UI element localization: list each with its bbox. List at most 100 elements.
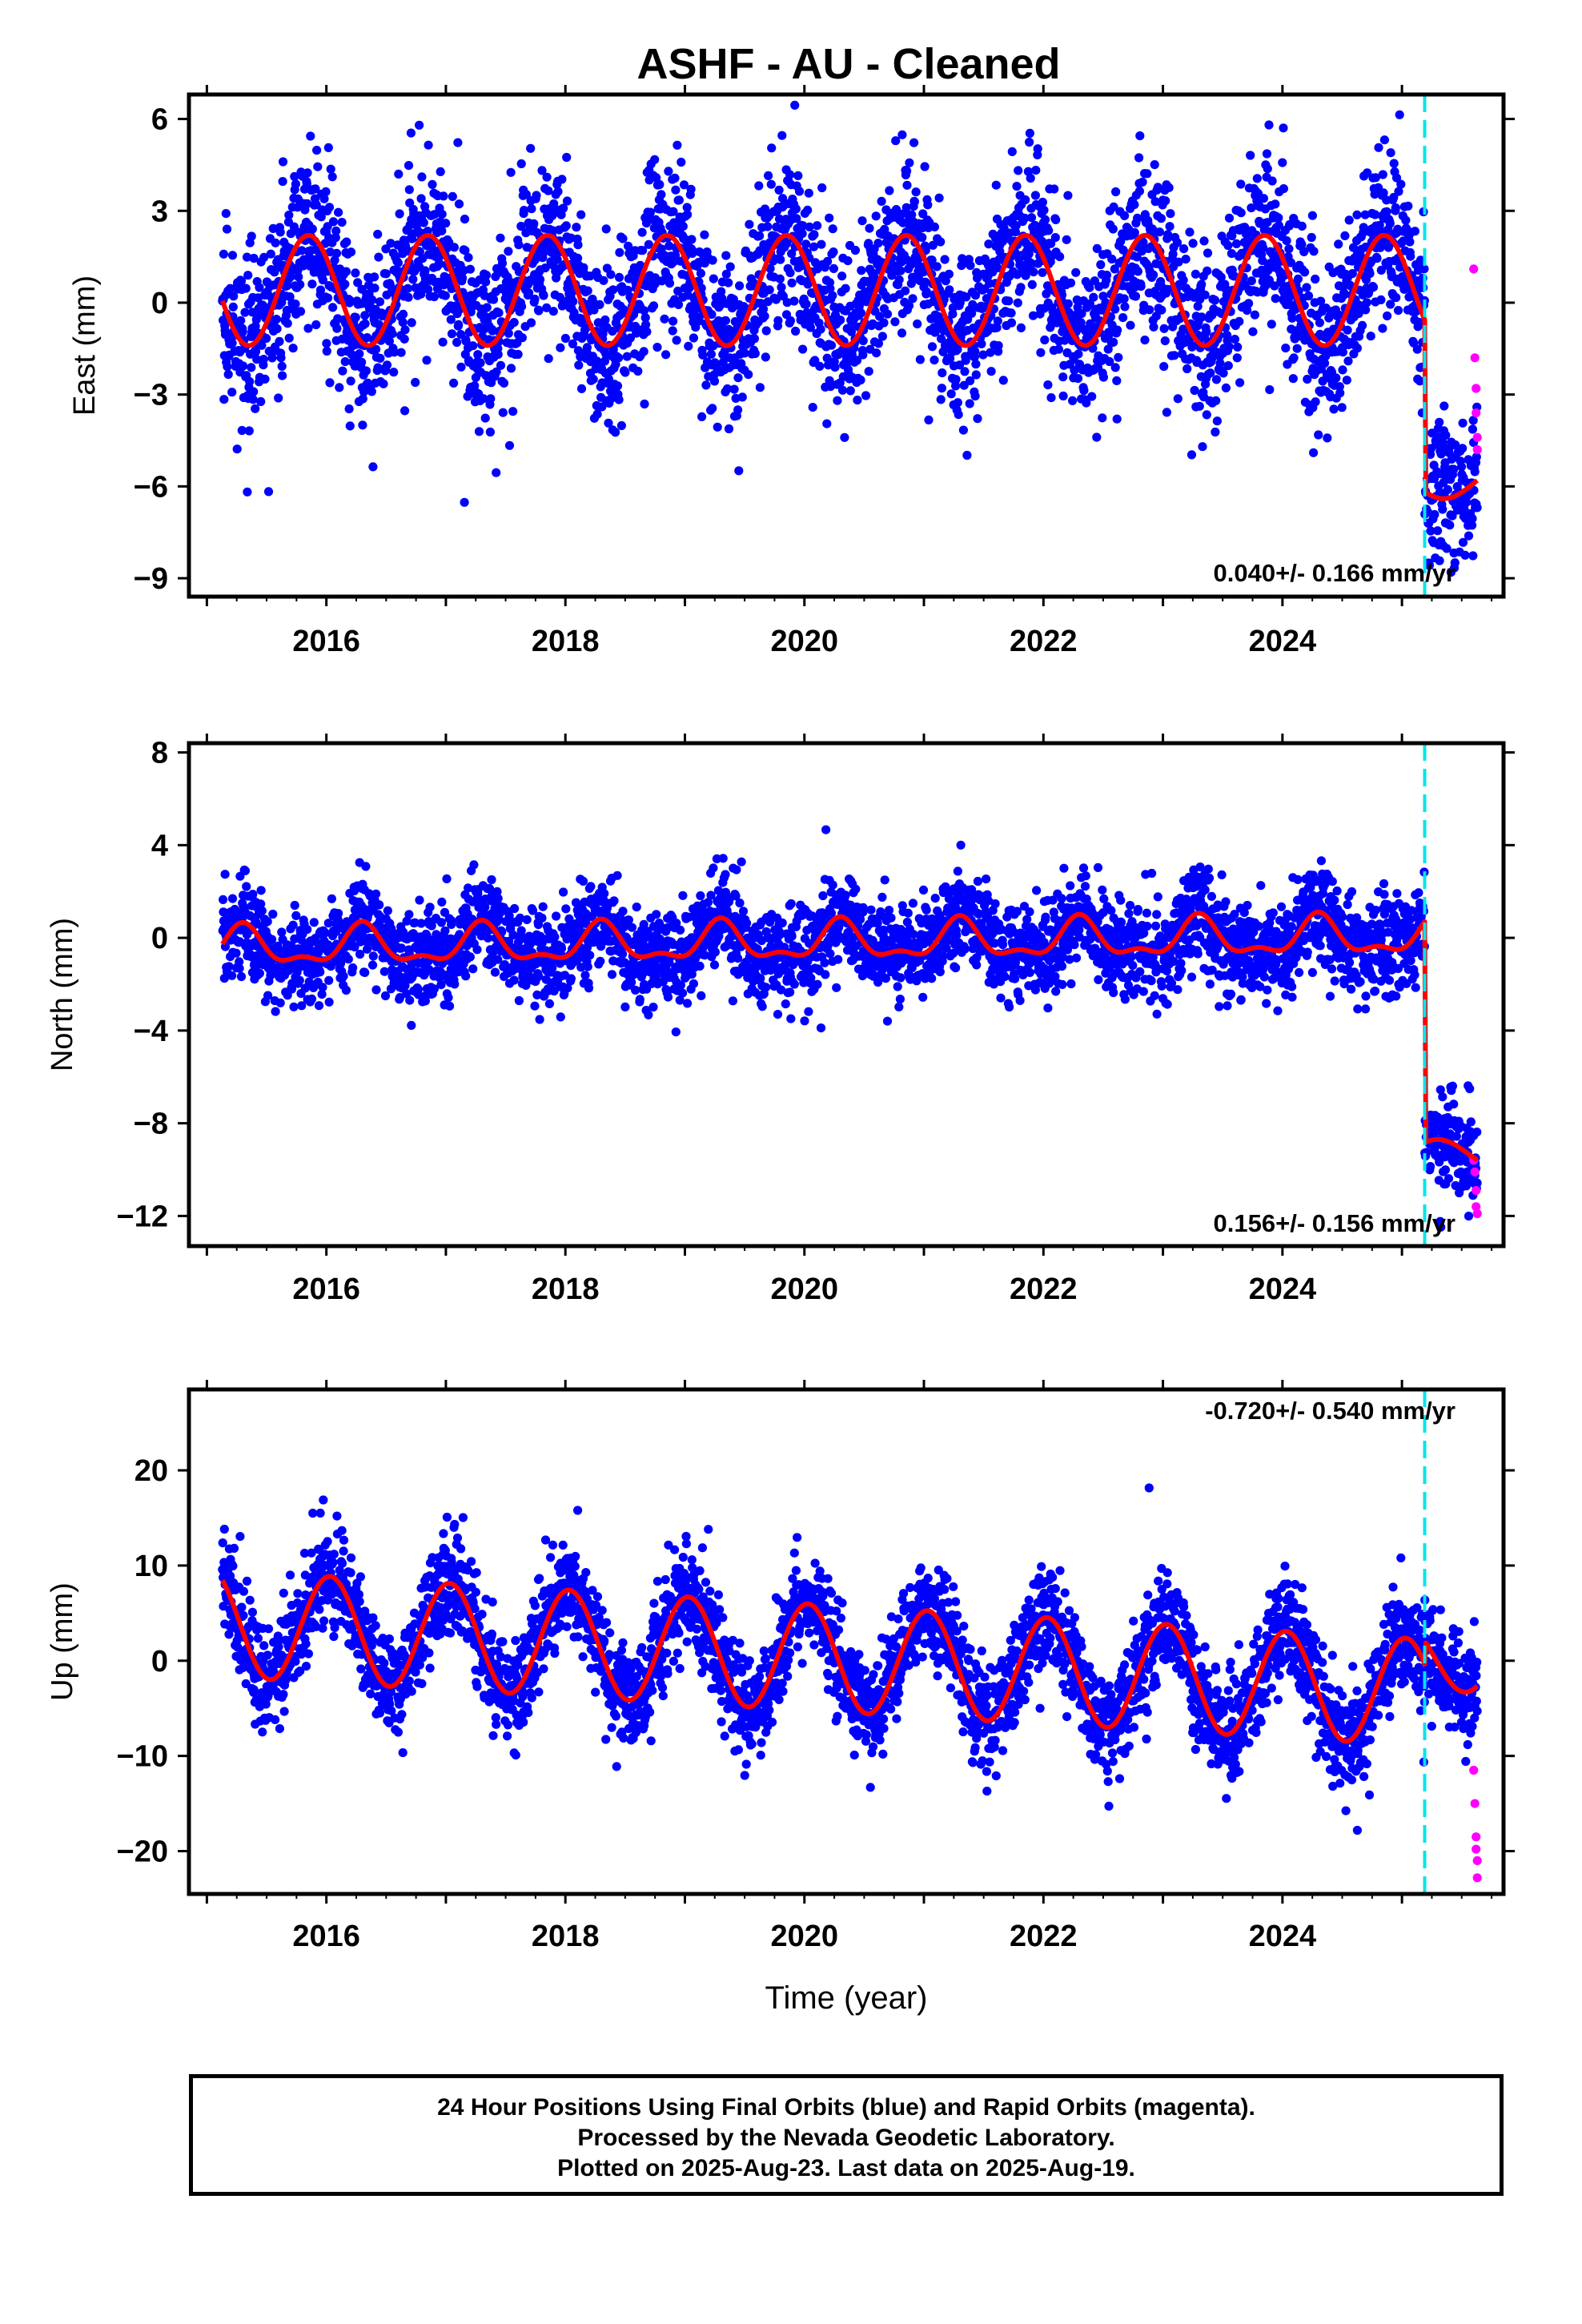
data-point — [323, 293, 333, 303]
data-point — [516, 159, 526, 169]
data-point — [396, 348, 406, 357]
data-point — [389, 368, 399, 377]
data-point — [1120, 302, 1130, 312]
data-point — [415, 895, 424, 905]
data-point — [1262, 149, 1272, 159]
data-point — [1230, 335, 1239, 344]
data-point — [960, 367, 970, 376]
data-point — [468, 341, 478, 351]
data-point — [707, 310, 717, 320]
data-point — [272, 324, 282, 334]
data-point — [934, 193, 944, 203]
data-point — [777, 283, 786, 292]
data-point — [612, 381, 623, 391]
data-point — [1030, 191, 1040, 200]
data-point — [322, 339, 331, 348]
data-point — [1458, 444, 1468, 453]
data-point — [755, 383, 765, 392]
data-point — [689, 333, 699, 343]
data-point — [456, 362, 466, 372]
data-point — [535, 275, 545, 284]
data-point — [576, 210, 586, 219]
data-point — [537, 913, 547, 923]
data-point — [733, 405, 743, 415]
data-point — [652, 343, 662, 352]
data-point — [1195, 401, 1204, 411]
data-point — [1352, 344, 1362, 353]
data-point — [1396, 179, 1406, 189]
data-point — [574, 360, 584, 370]
data-point — [274, 393, 283, 403]
data-point — [809, 230, 819, 239]
data-point — [1250, 310, 1259, 320]
data-point — [529, 219, 539, 228]
data-point — [1223, 361, 1233, 371]
data-point — [1464, 531, 1474, 541]
data-point — [664, 167, 673, 176]
data-point — [856, 308, 865, 318]
data-point — [1340, 231, 1350, 240]
data-point — [641, 320, 651, 329]
data-point — [514, 995, 524, 1006]
data-point — [1066, 278, 1076, 287]
data-point — [750, 348, 760, 359]
data-point — [357, 357, 367, 367]
data-point — [510, 903, 520, 914]
data-point — [1007, 147, 1017, 156]
data-point — [326, 164, 335, 174]
data-point — [607, 393, 616, 403]
data-point — [829, 263, 838, 273]
data-point — [221, 209, 231, 219]
data-point — [454, 320, 464, 329]
data-point — [986, 348, 995, 357]
data-point — [527, 204, 536, 214]
data-point — [917, 232, 927, 243]
data-point — [826, 340, 837, 350]
data-point — [585, 951, 595, 960]
data-point — [355, 349, 364, 359]
data-point — [1040, 335, 1050, 345]
data-point — [1337, 403, 1347, 412]
data-point — [930, 356, 939, 365]
data-point — [1165, 222, 1174, 231]
data-point — [227, 971, 237, 980]
data-point — [539, 291, 548, 300]
data-point — [1149, 322, 1158, 332]
data-point — [763, 222, 773, 231]
data-point — [499, 378, 509, 388]
data-point — [993, 263, 1002, 273]
data-point — [1289, 353, 1299, 363]
data-point — [1338, 348, 1347, 357]
data-point — [1178, 275, 1188, 285]
data-point — [1309, 448, 1319, 457]
data-point — [314, 1001, 324, 1011]
data-point — [782, 239, 792, 248]
data-point — [697, 412, 707, 422]
data-point — [1265, 385, 1275, 395]
data-point — [302, 179, 311, 188]
data-point — [962, 450, 972, 460]
data-point — [472, 945, 482, 955]
data-point — [275, 227, 285, 237]
data-point — [345, 421, 355, 431]
data-point — [309, 918, 319, 927]
data-point — [724, 278, 733, 287]
data-point — [282, 305, 291, 316]
data-point — [288, 344, 298, 353]
data-point — [486, 394, 496, 404]
data-point — [1076, 318, 1086, 328]
data-point — [516, 221, 526, 231]
data-point — [1365, 269, 1375, 279]
data-point — [1004, 296, 1014, 306]
data-point — [907, 210, 917, 219]
data-point — [801, 300, 811, 309]
data-point — [460, 497, 469, 507]
data-point — [509, 975, 519, 985]
data-point — [1236, 179, 1246, 189]
data-point — [1362, 298, 1371, 308]
data-point — [303, 324, 313, 333]
data-point — [936, 237, 946, 247]
data-point — [553, 187, 563, 196]
y-axis-label: East (mm) — [68, 275, 102, 416]
data-point — [1044, 226, 1054, 235]
